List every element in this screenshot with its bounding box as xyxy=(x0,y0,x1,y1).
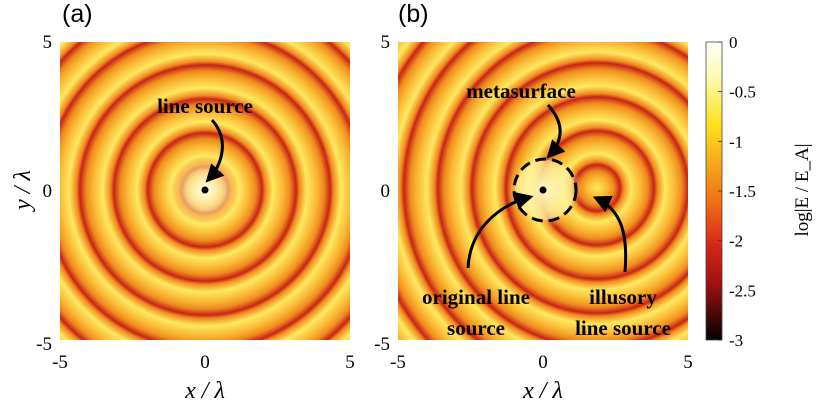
panel-a-y-axis-label: y / λ xyxy=(10,170,36,212)
line-source-dot xyxy=(201,186,209,194)
panel-a-x-tick: -5 xyxy=(52,352,68,373)
colorbar-tick-label: -2 xyxy=(729,232,743,251)
panel-a-y-tick: 5 xyxy=(43,32,53,53)
panel-b-x-tick: 5 xyxy=(683,352,693,373)
original-source-dot xyxy=(539,186,547,194)
colorbar-tick-label: -1 xyxy=(729,132,743,151)
line-source-arrow xyxy=(205,118,225,183)
colorbar-tick-label: -2.5 xyxy=(729,281,756,300)
panel-a: (a) line source 5 0 -5 -5 0 5 x / λ y / … xyxy=(10,0,355,404)
line-source-annotation: line source xyxy=(157,94,253,118)
panel-a-x-tick: 5 xyxy=(345,352,355,373)
original-source-annotation-line1: original line xyxy=(422,285,530,309)
colorbar-tick-label: 0 xyxy=(729,33,738,52)
panel-a-x-tick: 0 xyxy=(200,352,210,373)
colorbar-ticks: 0 -0.5 -1 -1.5 -2 -2.5 -3 xyxy=(718,33,756,350)
metasurface-ring xyxy=(512,157,578,223)
panel-b: (b) metasurface original line source ill… xyxy=(374,0,693,404)
panel-b-label: (b) xyxy=(398,0,429,28)
panel-a-x-axis-label: x / λ xyxy=(184,378,225,404)
colorbar-tick-label: -0.5 xyxy=(729,83,756,102)
panel-a-y-tick: 0 xyxy=(43,181,53,202)
colorbar-label: log|E / E_A| xyxy=(792,143,813,236)
panel-b-y-tick: 0 xyxy=(381,181,391,202)
illusory-source-arrow xyxy=(592,195,628,273)
colorbar-tick-label: -1.5 xyxy=(729,182,756,201)
panel-b-y-tick: -5 xyxy=(374,334,390,355)
illusory-source-annotation-line1: illusory xyxy=(589,285,657,309)
metasurface-arrow xyxy=(546,103,566,159)
panel-b-x-tick: -5 xyxy=(390,352,406,373)
colorbar-tick-label: -3 xyxy=(729,331,743,350)
panel-b-x-axis-label: x / λ xyxy=(522,378,563,404)
original-source-annotation-line2: source xyxy=(447,316,505,340)
panel-a-y-tick: -5 xyxy=(36,334,52,355)
original-source-arrow xyxy=(466,192,534,269)
panel-b-x-tick: 0 xyxy=(538,352,548,373)
panel-a-label: (a) xyxy=(62,0,93,28)
panel-b-y-tick: 5 xyxy=(381,32,391,53)
illusory-source-annotation-line2: line source xyxy=(575,316,671,340)
colorbar: 0 -0.5 -1 -1.5 -2 -2.5 -3 log|E / E_A| xyxy=(705,33,813,350)
metasurface-annotation: metasurface xyxy=(466,79,576,103)
